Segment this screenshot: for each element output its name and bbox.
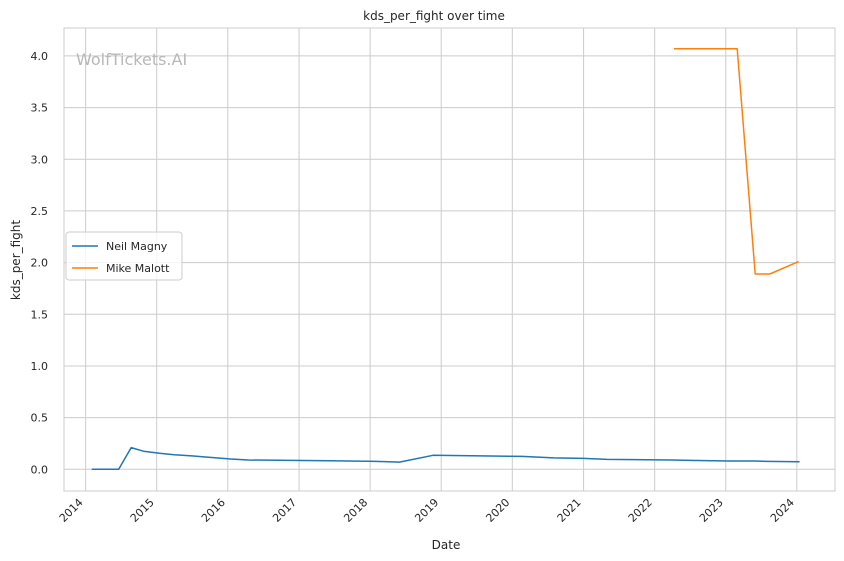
series-line-mike-malott	[673, 47, 799, 275]
chart-title: kds_per_fight over time	[363, 9, 505, 23]
y-tick-label: 2.0	[31, 257, 49, 270]
y-tick-label: 1.0	[31, 360, 49, 373]
legend: Neil Magny Mike Malott	[65, 231, 183, 281]
legend-label-mike-malott: Mike Malott	[106, 262, 170, 275]
x-axis-label: Date	[432, 538, 461, 552]
plot-frame	[63, 27, 836, 492]
y-tick-label: 1.5	[31, 308, 49, 321]
y-tick-label: 0.5	[31, 412, 49, 425]
y-tick-label: 4.0	[31, 50, 49, 63]
y-tick-label: 2.5	[31, 205, 49, 218]
y-tick-label: 0.0	[31, 463, 49, 476]
y-tick-label: 3.5	[31, 102, 49, 115]
y-tick-label: 3.0	[31, 153, 49, 166]
watermark: WolfTickets.AI	[76, 50, 187, 69]
grid	[64, 28, 835, 491]
legend-label-neil-magny: Neil Magny	[106, 240, 168, 253]
series-layer	[91, 47, 800, 471]
series-line-neil-magny	[91, 446, 800, 471]
y-axis-label: kds_per_fight	[9, 220, 23, 301]
